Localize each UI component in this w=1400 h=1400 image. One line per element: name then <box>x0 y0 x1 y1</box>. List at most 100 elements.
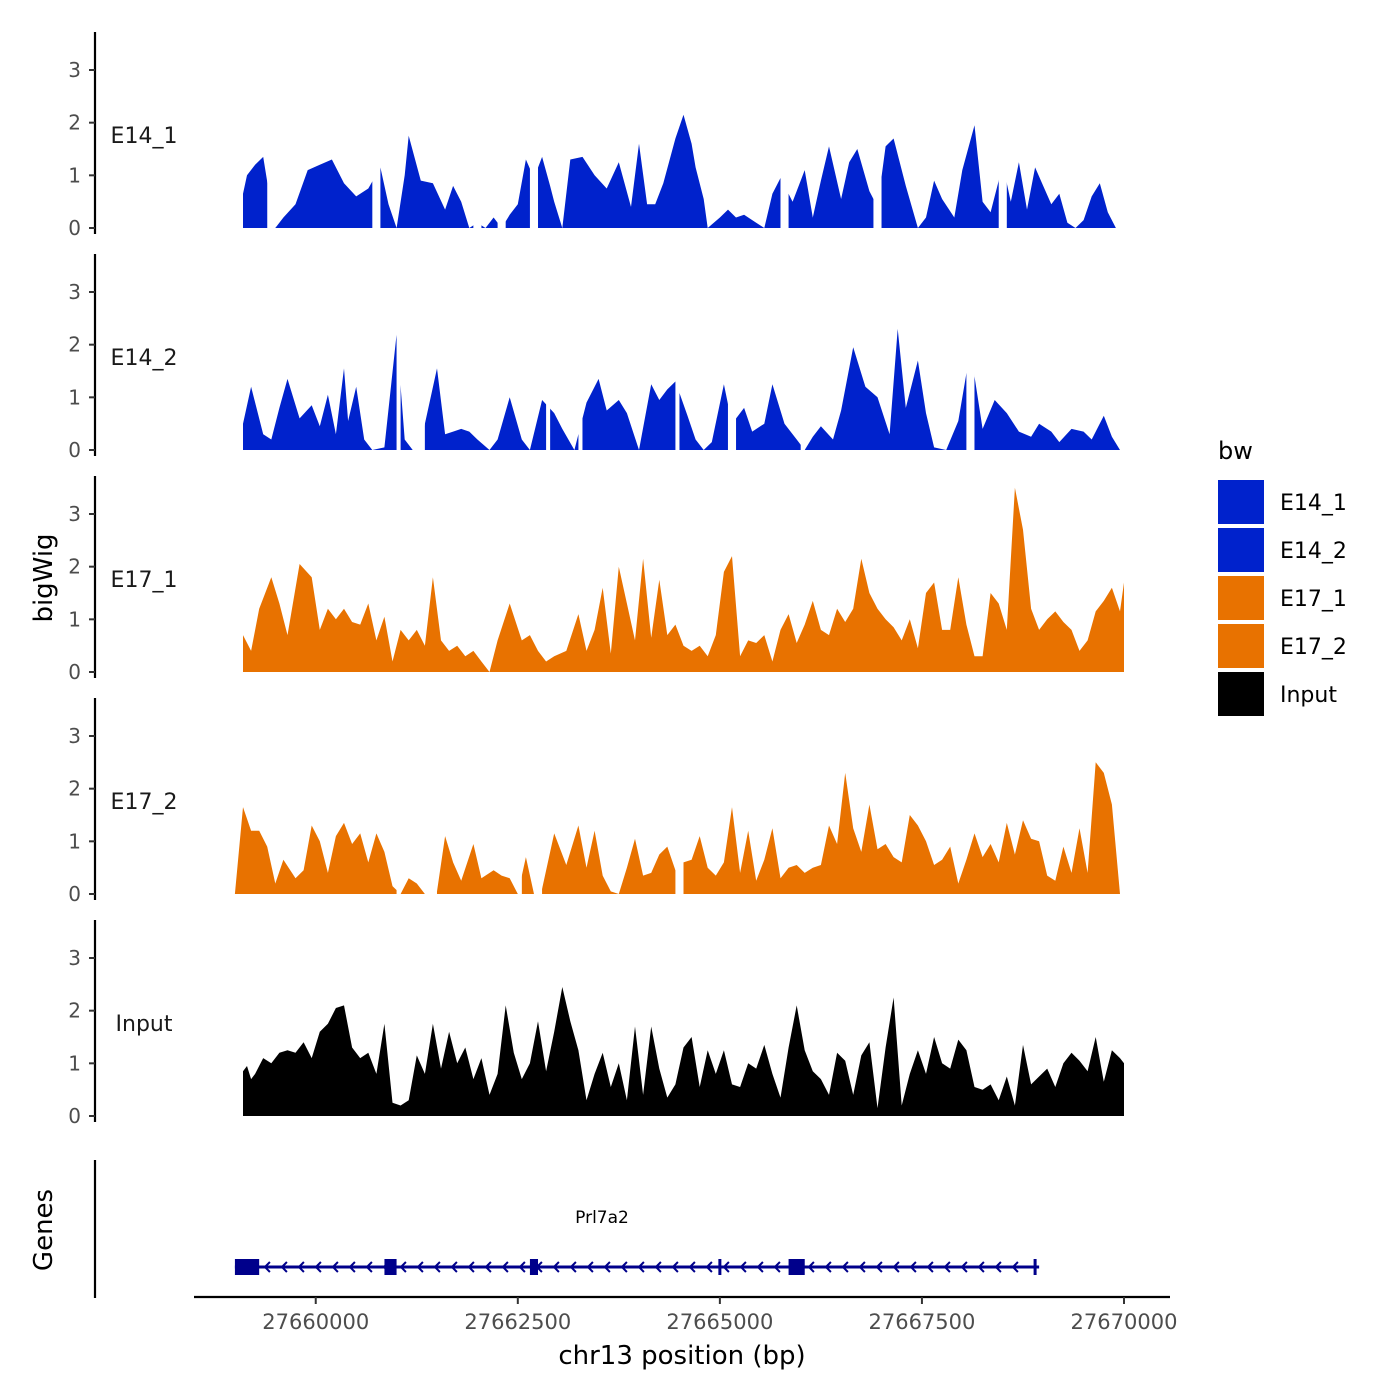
strand-arrow <box>263 1261 271 1273</box>
strand-arrow <box>484 1261 492 1273</box>
strand-arrow <box>416 1261 424 1273</box>
x-tick-label: 27667500 <box>868 1310 975 1334</box>
track-label-e14-2: E14_2 <box>111 346 178 371</box>
legend-swatch-e14-1 <box>1218 480 1264 524</box>
exon <box>384 1259 397 1275</box>
strand-arrow <box>960 1261 968 1273</box>
coverage-gap <box>546 254 551 451</box>
strand-arrow <box>297 1261 305 1273</box>
coverage-gap <box>780 32 789 229</box>
strand-arrow <box>926 1261 934 1273</box>
y-tick-label: 0 <box>68 882 81 906</box>
coverage-gap <box>578 254 583 451</box>
coverage-gap <box>675 254 680 451</box>
coverage-gap <box>497 32 506 229</box>
legend-swatch-e14-2 <box>1218 528 1264 572</box>
legend-title: bw <box>1218 437 1253 465</box>
y-axis-label: bigWig <box>29 533 59 622</box>
track-e14-1: 0 1 2 3 E14_1 <box>68 32 1124 240</box>
track-e17-2: 0 1 2 3 E17_2 <box>68 698 1124 906</box>
y-tick-label: 1 <box>68 829 81 853</box>
gene-panel: Prl7a2 <box>93 1160 1040 1298</box>
y-tick-label: 1 <box>68 385 81 409</box>
x-tick-label: 27660000 <box>262 1310 369 1334</box>
coverage-gap <box>416 254 425 451</box>
coverage-gap <box>529 32 539 229</box>
track-input: 0 1 2 3 Input <box>68 920 1124 1128</box>
y-tick-label: 2 <box>68 999 81 1023</box>
strand-arrow <box>909 1261 917 1273</box>
strand-arrow <box>365 1261 373 1273</box>
legend: bw E14_1 E14_2 E17_1 E17_2 Input <box>1218 437 1347 716</box>
strand-arrow <box>603 1261 611 1273</box>
y-tick-label: 1 <box>68 607 81 631</box>
x-tick-label: 27670000 <box>1071 1310 1178 1334</box>
track-label-input: Input <box>116 1012 173 1037</box>
strand-arrow <box>637 1261 645 1273</box>
coverage-gap <box>372 32 381 229</box>
legend-label-e14-2: E14_2 <box>1280 539 1347 564</box>
y-tick-label: 2 <box>68 111 81 135</box>
strand-arrow <box>399 1261 407 1273</box>
strand-arrow <box>722 1261 730 1273</box>
y-tick-label: 0 <box>68 216 81 240</box>
coverage-gap <box>800 254 805 451</box>
coverage-gap <box>424 698 437 895</box>
strand-arrow <box>433 1261 441 1273</box>
strand-arrow <box>994 1261 1002 1273</box>
area-e17-1 <box>243 487 1124 672</box>
strand-arrow <box>348 1261 356 1273</box>
y-tick-label: 1 <box>68 163 81 187</box>
strand-arrow <box>943 1261 951 1273</box>
strand-arrow <box>671 1261 679 1273</box>
strand-arrow <box>450 1261 458 1273</box>
area-e14-1 <box>243 114 1124 228</box>
coverage-gap <box>473 32 482 229</box>
strand-arrow <box>569 1261 577 1273</box>
gene-name-label: Prl7a2 <box>575 1208 629 1228</box>
legend-swatch-input <box>1218 672 1264 716</box>
y-tick-label: 0 <box>68 660 81 684</box>
strand-arrow <box>620 1261 628 1273</box>
x-tick-label: 27665000 <box>666 1310 773 1334</box>
track-e17-1: 0 1 2 3 E17_1 <box>68 476 1124 684</box>
legend-label-e17-1: E17_1 <box>1280 587 1347 612</box>
y-tick-label: 1 <box>68 1051 81 1075</box>
coverage-gap <box>873 32 882 229</box>
area-e14-2 <box>243 328 1124 450</box>
strand-arrow <box>552 1261 560 1273</box>
strand-arrow <box>1011 1261 1019 1273</box>
strand-arrow <box>314 1261 322 1273</box>
coverage-gap <box>267 32 276 229</box>
y-tick-label: 3 <box>68 280 81 304</box>
y-tick-label: 2 <box>68 777 81 801</box>
strand-arrow <box>892 1261 900 1273</box>
y-tick-label: 2 <box>68 333 81 357</box>
bigwig-tracks: 0 1 2 3 E14_1 0 1 2 3 E14_2 0 1 2 3 E17_1 0 1 2 3 E17_2 0 1 2 3… <box>68 32 1124 1128</box>
exon <box>788 1259 805 1275</box>
coverage-gap <box>727 254 737 451</box>
legend-label-input: Input <box>1280 683 1337 708</box>
y-tick-label: 3 <box>68 58 81 82</box>
strand-arrow <box>518 1261 526 1273</box>
coverage-gap <box>396 254 401 451</box>
strand-arrow <box>331 1261 339 1273</box>
coverage-gap <box>533 698 543 895</box>
y-tick-label: 3 <box>68 502 81 526</box>
coverage-gap <box>396 698 401 895</box>
strand-arrow <box>688 1261 696 1273</box>
track-label-e17-1: E17_1 <box>111 568 178 593</box>
strand-arrow <box>875 1261 883 1273</box>
legend-swatch-e17-1 <box>1218 576 1264 620</box>
strand-arrow <box>586 1261 594 1273</box>
track-label-e17-2: E17_2 <box>111 790 178 815</box>
coverage-gap <box>966 254 975 451</box>
y-tick-label: 0 <box>68 438 81 462</box>
strand-arrow <box>280 1261 288 1273</box>
strand-arrow <box>773 1261 781 1273</box>
area-input <box>243 987 1124 1116</box>
coverage-gap <box>517 698 522 895</box>
strand-arrow <box>824 1261 832 1273</box>
legend-label-e14-1: E14_1 <box>1280 491 1347 516</box>
